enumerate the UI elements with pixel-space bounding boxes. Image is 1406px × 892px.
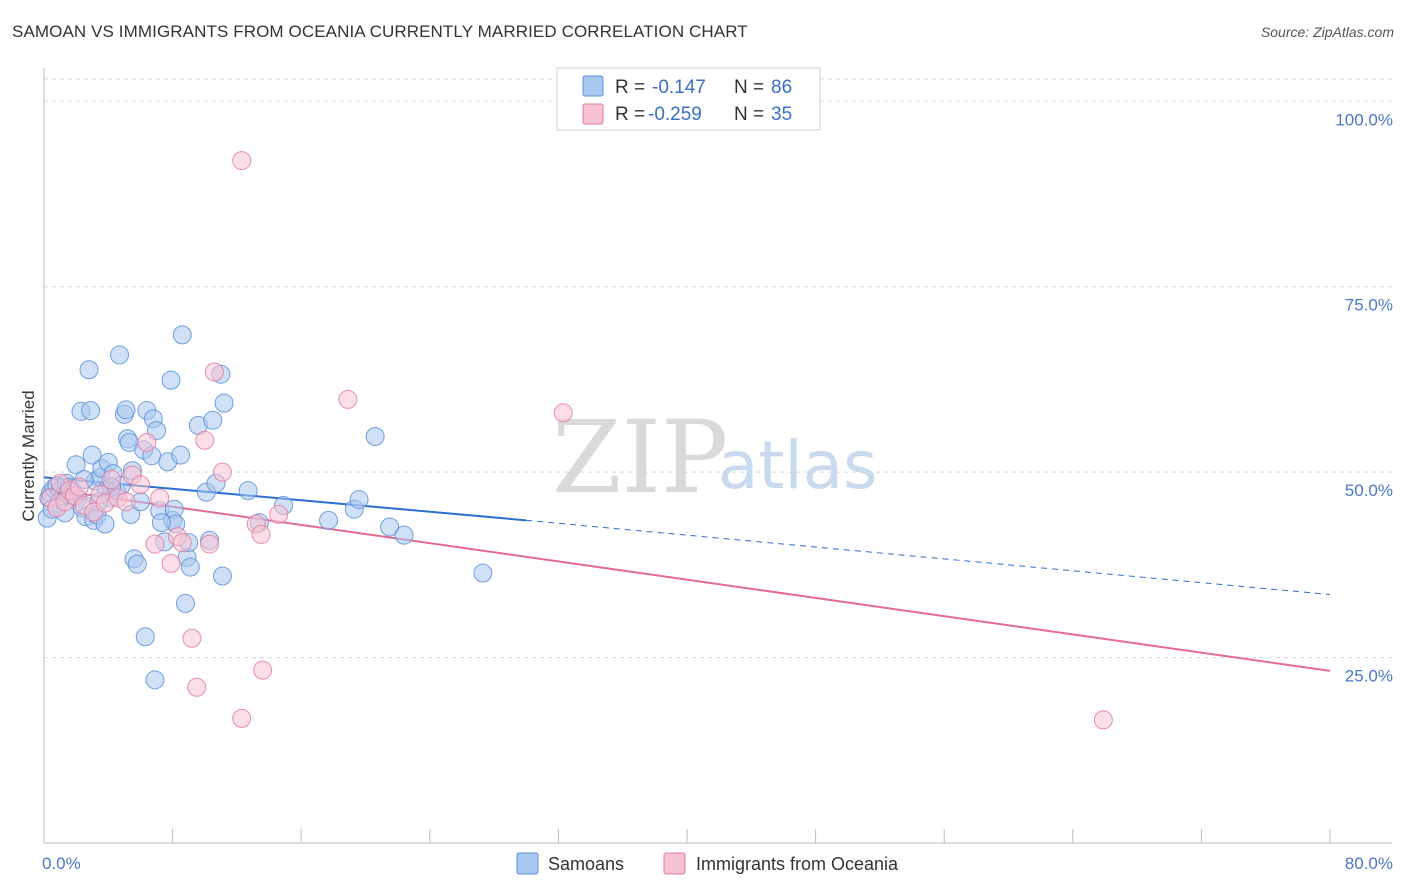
legend-swatch-samoans bbox=[582, 75, 604, 97]
samoan-point-84 bbox=[151, 513, 171, 533]
x-tick-label-min: 0.0% bbox=[42, 854, 81, 873]
series-legend-swatch-oceania bbox=[663, 852, 686, 875]
y-axis-label: Currently Married bbox=[19, 390, 38, 521]
series-legend-swatch-samoans bbox=[516, 852, 539, 875]
legend-r-value-oceania: -0.259 bbox=[648, 104, 702, 125]
oceania-point-29 bbox=[232, 708, 252, 728]
samoan-point-66 bbox=[212, 566, 232, 586]
chart-title: SAMOAN VS IMMIGRANTS FROM OCEANIA CURREN… bbox=[12, 22, 748, 41]
samoan-point-40 bbox=[135, 627, 155, 647]
samoan-point-33 bbox=[116, 400, 136, 420]
chart-source: Source: ZipAtlas.com bbox=[1260, 24, 1394, 40]
y-tick-label-75: 75.0% bbox=[1345, 296, 1393, 315]
series-legend-oceania: Immigrants from Oceania bbox=[696, 854, 899, 874]
stats-legend: R = -0.147 N = 86 R = -0.259 N = 35 bbox=[556, 67, 821, 131]
legend-r-value-samoans: -0.147 bbox=[652, 77, 706, 98]
trend-line-samoans-extension bbox=[526, 519, 1331, 596]
samoan-point-30 bbox=[110, 345, 130, 365]
legend-r-label-oceania: R = bbox=[615, 104, 645, 125]
oceania-point-26 bbox=[204, 362, 224, 382]
legend-r-label-samoans: R = bbox=[615, 77, 645, 98]
y-tick-label-25: 25.0% bbox=[1345, 667, 1393, 686]
samoan-point-58 bbox=[180, 557, 200, 577]
legend-n-label-samoans: N = bbox=[734, 77, 764, 98]
oceania-point-16 bbox=[137, 432, 157, 452]
samoan-point-38 bbox=[127, 554, 147, 574]
axes bbox=[43, 68, 1392, 844]
legend-swatch-oceania bbox=[582, 103, 604, 125]
oceania-point-31 bbox=[251, 524, 271, 544]
oceania-point-33 bbox=[269, 504, 289, 524]
samoan-point-11 bbox=[66, 455, 86, 475]
series-legend: Samoans Immigrants from Oceania bbox=[516, 852, 899, 875]
watermark-atlas: atlas bbox=[718, 427, 878, 504]
oceania-point-13 bbox=[116, 492, 136, 512]
y-tick-label-50: 50.0% bbox=[1345, 481, 1393, 500]
samoan-point-54 bbox=[172, 325, 192, 345]
legend-n-value-samoans: 86 bbox=[771, 77, 792, 98]
samoan-point-17 bbox=[81, 401, 101, 421]
samoan-point-73 bbox=[365, 427, 385, 447]
y-tick-label-100: 100.0% bbox=[1335, 110, 1393, 129]
oceania-point-34 bbox=[338, 389, 358, 409]
oceania-point-24 bbox=[195, 430, 215, 450]
legend-n-label-oceania: N = bbox=[734, 104, 764, 125]
oceania-point-35 bbox=[553, 403, 573, 423]
series-points-oceania bbox=[40, 151, 1113, 730]
samoan-point-75 bbox=[394, 525, 414, 545]
samoan-point-49 bbox=[161, 370, 181, 390]
oceania-point-15 bbox=[130, 475, 150, 495]
oceania-point-32 bbox=[253, 660, 273, 680]
oceania-point-17 bbox=[145, 534, 165, 554]
oceania-point-21 bbox=[172, 533, 192, 553]
samoan-point-67 bbox=[238, 481, 258, 501]
samoan-point-70 bbox=[319, 510, 339, 530]
series-points-samoans bbox=[37, 325, 493, 690]
samoan-point-65 bbox=[214, 393, 234, 413]
oceania-point-6 bbox=[69, 477, 89, 497]
samoan-point-74 bbox=[380, 517, 400, 537]
oceania-point-27 bbox=[212, 462, 232, 482]
legend-n-value-oceania: 35 bbox=[771, 104, 792, 125]
oceania-point-36 bbox=[1093, 710, 1113, 730]
x-tick-label-max: 80.0% bbox=[1345, 854, 1393, 873]
watermark-zip: ZIP bbox=[552, 399, 728, 516]
samoan-point-72 bbox=[349, 490, 369, 510]
data-points bbox=[37, 151, 1113, 730]
oceania-point-11 bbox=[102, 470, 122, 490]
samoan-point-24 bbox=[95, 514, 115, 534]
samoan-point-55 bbox=[175, 593, 195, 613]
oceania-point-18 bbox=[150, 488, 170, 508]
samoan-point-16 bbox=[79, 360, 99, 380]
oceania-point-25 bbox=[200, 534, 220, 554]
series-legend-samoans: Samoans bbox=[548, 854, 624, 874]
oceania-point-28 bbox=[232, 151, 252, 171]
oceania-point-22 bbox=[182, 628, 202, 648]
samoan-point-18 bbox=[82, 445, 102, 465]
y-tick-labels: 25.0% 50.0% 75.0% 100.0% bbox=[1335, 110, 1393, 685]
oceania-point-19 bbox=[161, 553, 181, 573]
samoan-point-44 bbox=[145, 670, 165, 690]
oceania-point-23 bbox=[187, 677, 207, 697]
samoan-point-76 bbox=[473, 563, 493, 583]
samoan-point-62 bbox=[203, 410, 223, 430]
samoan-point-53 bbox=[171, 445, 191, 465]
